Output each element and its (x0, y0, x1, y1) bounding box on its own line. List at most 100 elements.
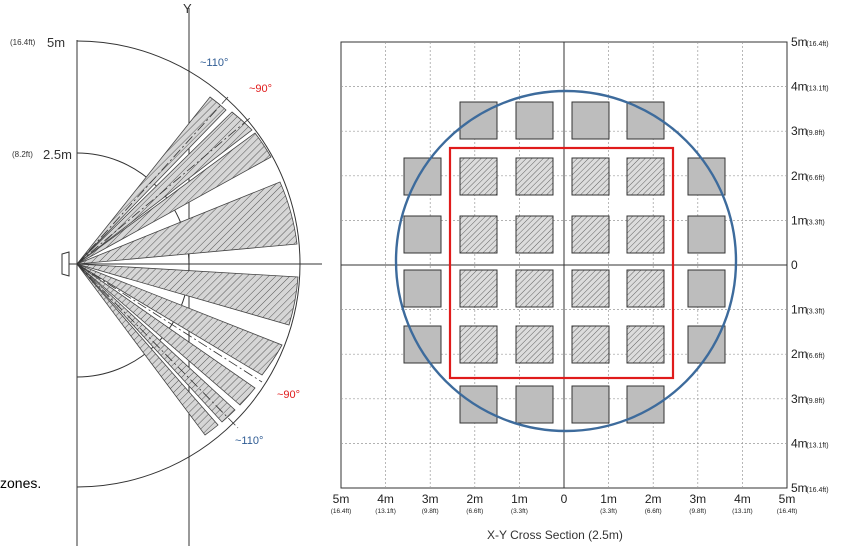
angle-line-110-bottom (76, 263, 239, 429)
right-axis-tick-label: 2m (791, 347, 808, 361)
right-axis-tick-label: 0 (791, 258, 798, 272)
sensor-icon (61, 251, 70, 277)
side-view: Y (16.4ft) 5m (8.2ft) 2.5m ~110° ~90° ~9… (0, 1, 322, 546)
bottom-axis-tick-ft: (9.8ft) (422, 508, 439, 515)
caption-fragment: zones. (0, 475, 41, 491)
right-axis-tick-ft: (6.6ft) (806, 175, 824, 182)
bottom-axis-tick-ft: (6.6ft) (645, 508, 662, 515)
detection-zone-block (459, 269, 498, 308)
right-axis-tick-ft: (13.1ft) (806, 86, 828, 93)
angle-line-110-top (76, 96, 229, 265)
bottom-axis-tick-label: 2m (466, 492, 483, 506)
detection-zone-block (515, 215, 554, 254)
angle-line-90-top (76, 117, 251, 265)
detection-zone-block (403, 215, 442, 254)
detection-zone-block (626, 215, 665, 254)
right-axis-tick-label: 5m (791, 481, 808, 495)
detection-zone-block (571, 385, 610, 424)
radius-5m-label: 5m (47, 35, 65, 50)
detection-zone-block (403, 157, 442, 196)
bottom-axis-tick-label: 1m (511, 492, 528, 506)
bottom-axis-tick-label: 0 (561, 492, 568, 506)
detection-zone-block (571, 215, 610, 254)
bottom-axis-tick-label: 1m (600, 492, 617, 506)
bottom-axis: 5m (16.4ft) 4m (13.1ft) 3m (9.8ft) 2m (6.6ft) 1m… (331, 492, 798, 515)
detection-zone-block (571, 325, 610, 364)
radius-2-5m-ft: (8.2ft) (12, 150, 33, 159)
detection-zone-block (515, 101, 554, 140)
detection-zone-block (459, 325, 498, 364)
bottom-axis-tick-ft: (9.8ft) (689, 508, 706, 515)
detection-zone-block (459, 385, 498, 424)
radius-2-5m-label: 2.5m (43, 147, 72, 162)
coverage-circle-110 (394, 89, 738, 433)
detection-zone-block (515, 325, 554, 364)
detection-zone (76, 263, 236, 423)
right-axis-tick-label: 4m (791, 80, 808, 94)
zone-grid (403, 101, 726, 424)
right-axis-tick-label: 2m (791, 169, 808, 183)
bottom-axis-tick-label: 5m (333, 492, 350, 506)
right-axis-tick-ft: (13.1ft) (806, 442, 828, 449)
right-axis: 5m(16.4ft)4m(13.1ft)3m(9.8ft)2m(6.6ft)1m… (791, 35, 829, 495)
detection-zone-block (571, 269, 610, 308)
detection-zone-block (459, 215, 498, 254)
detection-zone-block (626, 157, 665, 196)
right-axis-tick-label: 3m (791, 392, 808, 406)
y-axis-label: Y (183, 1, 192, 16)
right-axis-tick-ft: (6.6ft) (806, 353, 824, 360)
cross-section: 5m(16.4ft)4m(13.1ft)3m(9.8ft)2m(6.6ft)1m… (331, 35, 829, 542)
detection-zone (76, 263, 256, 406)
bottom-axis-tick-ft: (16.4ft) (331, 508, 352, 515)
angle-90-bottom-label: ~90° (277, 389, 300, 401)
bottom-axis-tick-label: 4m (377, 492, 394, 506)
bottom-axis-tick-ft: (13.1ft) (732, 508, 753, 515)
detection-zone-block (626, 325, 665, 364)
detection-zone (76, 263, 283, 376)
right-axis-tick-ft: (3.3ft) (806, 309, 824, 316)
right-axis-tick-ft: (3.3ft) (806, 219, 824, 226)
angle-90-top-label: ~90° (249, 83, 272, 95)
detection-zone-block (403, 269, 442, 308)
bottom-axis-tick-ft: (6.6ft) (466, 508, 483, 515)
detection-zone-block (515, 269, 554, 308)
detection-zone-block (515, 385, 554, 424)
detection-zone-block (687, 215, 726, 254)
bottom-axis-tick-label: 3m (422, 492, 439, 506)
right-axis-tick-ft: (16.4ft) (806, 41, 828, 48)
detection-zone (76, 132, 272, 265)
right-axis-tick-ft: (9.8ft) (806, 398, 824, 405)
detection-zone-block (626, 101, 665, 140)
bottom-axis-tick-label: 3m (689, 492, 706, 506)
cross-section-caption: X-Y Cross Section (2.5m) (487, 528, 623, 542)
bottom-axis-tick-label: 2m (645, 492, 662, 506)
detection-zone (76, 111, 253, 265)
right-axis-tick-label: 3m (791, 124, 808, 138)
bottom-axis-tick-ft: (3.3ft) (600, 508, 617, 515)
detection-zone-block (459, 157, 498, 196)
bottom-axis-tick-ft: (16.4ft) (777, 508, 798, 515)
bottom-axis-tick-ft: (13.1ft) (375, 508, 396, 515)
detection-zone (76, 181, 298, 265)
bottom-axis-tick-label: 5m (779, 492, 796, 506)
detection-zone-block (403, 325, 442, 364)
bottom-axis-tick-ft: (3.3ft) (511, 508, 528, 515)
angle-line-90-bottom (76, 263, 263, 383)
detection-zone-block (571, 157, 610, 196)
radius-5m-ft: (16.4ft) (10, 38, 36, 47)
right-axis-tick-ft: (9.8ft) (806, 130, 824, 137)
detection-zone-block (626, 269, 665, 308)
angle-110-top-label: ~110° (200, 57, 228, 69)
right-axis-tick-label: 1m (791, 303, 808, 317)
right-axis-tick-ft: (16.4ft) (806, 487, 828, 494)
detection-zone (76, 263, 299, 326)
detection-zone-block (515, 157, 554, 196)
right-axis-tick-label: 4m (791, 436, 808, 450)
bottom-axis-tick-label: 4m (734, 492, 751, 506)
right-axis-tick-label: 1m (791, 213, 808, 227)
detection-zone-block (571, 101, 610, 140)
detection-zone-block (687, 269, 726, 308)
detection-zone (76, 263, 219, 436)
coverage-square-90 (448, 146, 675, 380)
